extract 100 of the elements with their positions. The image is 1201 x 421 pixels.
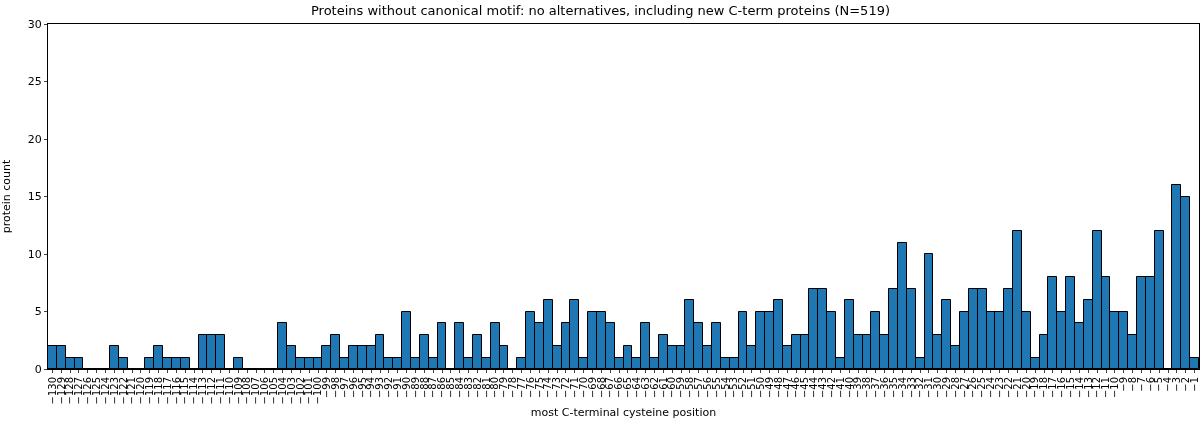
x-tick-label: −21	[1011, 377, 1023, 399]
x-tick-label: −46	[790, 377, 802, 399]
x-tick-label: −80	[489, 377, 501, 399]
x-tick-label: −14	[1073, 377, 1085, 399]
y-tick-label: 10	[27, 247, 42, 261]
x-tick-label: −32	[914, 377, 926, 399]
x-tick-label: −7	[1135, 377, 1147, 392]
x-tick-label: −60	[666, 377, 678, 399]
x-tick-label: −34	[896, 377, 908, 399]
x-tick-label: −123	[108, 377, 120, 405]
x-tick-label: −86	[436, 377, 448, 399]
x-tick-label: −25	[976, 377, 988, 399]
x-tick-label: −107	[250, 377, 262, 405]
x-tick-label: −124	[99, 377, 111, 405]
x-tick-label: −13	[1082, 377, 1094, 399]
x-tick-label: −66	[613, 377, 625, 399]
x-tick-label: −96	[347, 377, 359, 399]
x-tick-label: −130	[46, 377, 58, 405]
x-tick-label: −73	[551, 377, 563, 399]
x-tick-label: −81	[480, 377, 492, 399]
x-tick-label: −28	[949, 377, 961, 399]
x-tick-label: −79	[498, 377, 510, 399]
x-tick-label: −99	[321, 377, 333, 399]
x-tick-label: −113	[197, 377, 209, 405]
x-tick-label: −106	[259, 377, 271, 405]
x-tick-label: −6	[1144, 377, 1156, 392]
x-tick-label: −120	[135, 377, 147, 405]
y-tick-label: 20	[27, 132, 42, 146]
x-tick-label: −101	[303, 377, 315, 405]
x-tick-label: −127	[73, 377, 85, 405]
x-tick-label: −117	[161, 377, 173, 405]
y-tick-label: 5	[34, 305, 42, 319]
x-tick-label: −72	[560, 377, 572, 399]
x-tick-label: −67	[604, 377, 616, 399]
x-tick-label: −55	[710, 377, 722, 399]
x-tick-label: −95	[356, 377, 368, 399]
x-tick-label: −26	[967, 377, 979, 399]
x-tick-label: −122	[117, 377, 129, 405]
x-tick-label: −121	[126, 377, 138, 405]
x-tick-label: −33	[905, 377, 917, 399]
x-tick-label: −87	[427, 377, 439, 399]
x-tick-label: −19	[1029, 377, 1041, 399]
x-tick-label: −17	[1047, 377, 1059, 399]
x-tick-label: −39	[852, 377, 864, 399]
x-tick-label: −93	[374, 377, 386, 399]
x-tick-label: −27	[958, 377, 970, 399]
x-tick-label: −61	[657, 377, 669, 399]
x-tick-label: −59	[675, 377, 687, 399]
x-tick-label: −129	[55, 377, 67, 405]
x-tick-label: −65	[622, 377, 634, 399]
x-tick-label: −12	[1091, 377, 1103, 399]
x-tick-label: −47	[781, 377, 793, 399]
x-tick-label: −58	[684, 377, 696, 399]
x-tick-label: −45	[799, 377, 811, 399]
x-tick-label: −103	[285, 377, 297, 405]
y-tick-label: 30	[27, 17, 42, 31]
x-tick-label: −110	[223, 377, 235, 405]
y-axis-title: protein count	[0, 159, 13, 234]
x-tick-label: −52	[737, 377, 749, 399]
x-tick-label: −88	[418, 377, 430, 399]
x-tick-label: −42	[825, 377, 837, 399]
x-tick-label: −98	[330, 377, 341, 399]
x-tick-label: −53	[728, 377, 740, 399]
x-tick-label: −18	[1038, 377, 1050, 399]
x-tick-label: −83	[462, 377, 474, 399]
x-tick-label: −40	[843, 377, 855, 399]
x-tick-label: −97	[338, 377, 350, 399]
x-tick-label: −82	[471, 377, 483, 399]
x-tick-label: −24	[985, 377, 997, 399]
x-tick-label: −41	[834, 377, 846, 399]
x-tick-label: −1	[1188, 377, 1200, 392]
x-tick-label: −76	[524, 377, 536, 399]
x-tick-label: −114	[188, 377, 200, 405]
x-tick-label: −8	[1126, 377, 1138, 392]
x-tick-label: −116	[170, 377, 182, 405]
chart-title: Proteins without canonical motif: no alternatives, including new C-term proteins (N=519)	[310, 3, 891, 19]
x-tick-label: −48	[772, 377, 784, 399]
x-tick-label: −109	[232, 377, 244, 405]
x-tick-label: −89	[409, 377, 421, 399]
x-tick-label: −62	[648, 377, 660, 399]
x-tick-label: −38	[861, 377, 873, 399]
x-tick-label: −68	[595, 377, 607, 399]
x-tick-label: −69	[586, 377, 598, 399]
y-tick-label: 15	[27, 190, 42, 204]
x-tick-label: −115	[179, 377, 191, 405]
x-tick-label: −128	[64, 377, 76, 405]
y-tick-label: 0	[34, 362, 42, 376]
x-tick-label: −5	[1153, 377, 1165, 392]
x-tick-label: −31	[923, 377, 935, 399]
x-tick-label: −20	[1020, 377, 1032, 399]
x-tick-label: −75	[533, 377, 545, 399]
x-tick-label: −11	[1100, 377, 1112, 399]
x-tick-label: −35	[887, 377, 899, 399]
x-tick-label: −108	[241, 377, 253, 405]
x-tick-label: −102	[294, 377, 306, 405]
x-tick-label: −100	[312, 377, 324, 405]
x-axis-title: most C-terminal cysteine position	[530, 405, 717, 419]
x-tick-label: −94	[365, 377, 377, 399]
x-tick-label: −54	[719, 377, 731, 399]
x-tick-label: −49	[763, 377, 775, 399]
